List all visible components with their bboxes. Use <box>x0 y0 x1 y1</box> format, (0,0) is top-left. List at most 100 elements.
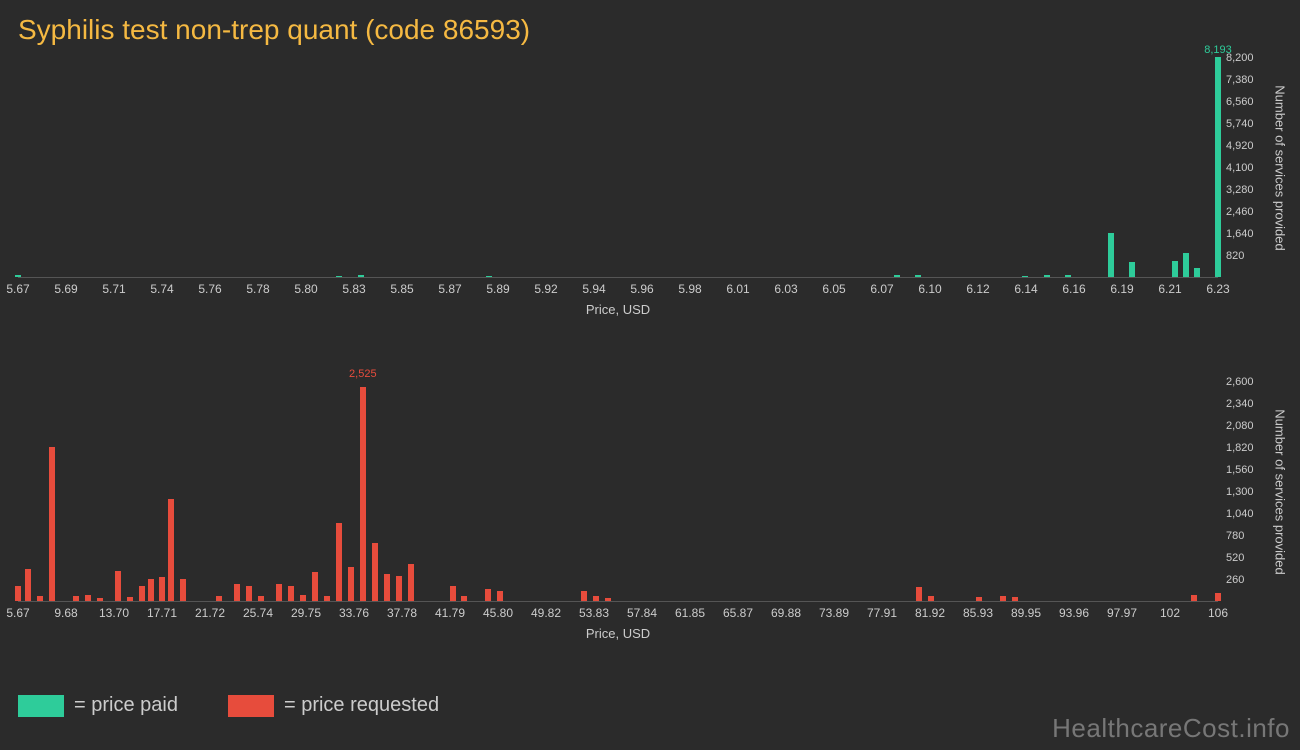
bar <box>37 596 43 601</box>
x-tick-label: 73.89 <box>819 606 849 620</box>
y-tick-label: 1,560 <box>1226 464 1254 476</box>
x-tick-label: 6.10 <box>918 282 941 296</box>
bar <box>372 543 378 601</box>
y-tick-label: 4,920 <box>1226 140 1254 152</box>
y-tick-label: 6,560 <box>1226 96 1254 108</box>
y-tick-label: 8,200 <box>1226 52 1254 64</box>
bar <box>127 597 133 601</box>
x-tick-label: 5.78 <box>246 282 269 296</box>
bar <box>1022 276 1028 277</box>
bar <box>180 579 186 601</box>
x-tick-label: 106 <box>1208 606 1228 620</box>
chart-requested-yaxis-title: Number of services provided <box>1273 409 1288 574</box>
x-tick-label: 29.75 <box>291 606 321 620</box>
x-tick-label: 85.93 <box>963 606 993 620</box>
x-tick-label: 69.88 <box>771 606 801 620</box>
x-tick-label: 45.80 <box>483 606 513 620</box>
bar <box>324 596 330 601</box>
x-tick-label: 6.16 <box>1062 282 1085 296</box>
legend: = price paid = price requested <box>18 694 439 717</box>
bar <box>288 586 294 601</box>
x-tick-label: 81.92 <box>915 606 945 620</box>
watermark: HealthcareCost.info <box>1052 713 1290 744</box>
bar <box>15 275 21 277</box>
x-tick-label: 102 <box>1160 606 1180 620</box>
y-tick-label: 520 <box>1226 552 1244 564</box>
x-tick-label: 33.76 <box>339 606 369 620</box>
bar <box>1183 253 1189 277</box>
chart-requested-xaxis-title: Price, USD <box>586 626 650 641</box>
bar <box>384 574 390 601</box>
chart-paid-yaxis-title: Number of services provided <box>1273 85 1288 250</box>
x-tick-label: 6.07 <box>870 282 893 296</box>
bar <box>73 596 79 601</box>
x-tick-label: 13.70 <box>99 606 129 620</box>
bar <box>139 586 145 601</box>
x-tick-label: 77.91 <box>867 606 897 620</box>
bar <box>461 596 467 601</box>
bar <box>976 597 982 601</box>
y-tick-label: 2,340 <box>1226 398 1254 410</box>
bar <box>1065 275 1071 277</box>
bar <box>358 275 364 277</box>
bar <box>300 595 306 601</box>
y-tick-label: 260 <box>1226 574 1244 586</box>
x-tick-label: 49.82 <box>531 606 561 620</box>
x-tick-label: 53.83 <box>579 606 609 620</box>
y-tick-label: 5,740 <box>1226 118 1254 130</box>
x-tick-label: 5.71 <box>102 282 125 296</box>
chart-requested: 2,525 5.679.6813.7017.7121.7225.7429.753… <box>18 382 1218 642</box>
x-tick-label: 41.79 <box>435 606 465 620</box>
chart-paid: 8,193 5.675.695.715.745.765.785.805.835.… <box>18 58 1218 318</box>
x-tick-label: 65.87 <box>723 606 753 620</box>
chart-requested-plot: 2,525 <box>18 382 1218 602</box>
bar <box>25 569 31 601</box>
bar <box>159 577 165 601</box>
y-tick-label: 1,040 <box>1226 508 1254 520</box>
y-tick-label: 780 <box>1226 530 1244 542</box>
x-tick-label: 6.19 <box>1110 282 1133 296</box>
x-tick-label: 6.05 <box>822 282 845 296</box>
x-tick-label: 5.67 <box>6 606 29 620</box>
bar <box>485 589 491 601</box>
y-tick-label: 820 <box>1226 250 1244 262</box>
x-tick-label: 6.03 <box>774 282 797 296</box>
x-tick-label: 5.76 <box>198 282 221 296</box>
x-tick-label: 5.80 <box>294 282 317 296</box>
y-tick-label: 7,380 <box>1226 74 1254 86</box>
y-tick-label: 1,300 <box>1226 486 1254 498</box>
bar <box>258 596 264 601</box>
x-tick-label: 89.95 <box>1011 606 1041 620</box>
bar <box>928 596 934 601</box>
bar <box>1108 233 1114 277</box>
bar <box>336 276 342 277</box>
swatch-requested <box>228 695 274 717</box>
bar <box>85 595 91 601</box>
bar <box>408 564 414 601</box>
chart-title: Syphilis test non-trep quant (code 86593… <box>0 0 1300 46</box>
bar <box>168 499 174 601</box>
x-tick-label: 93.96 <box>1059 606 1089 620</box>
legend-item-paid: = price paid <box>18 694 178 717</box>
bar <box>216 596 222 601</box>
legend-item-requested: = price requested <box>228 694 439 717</box>
x-tick-label: 21.72 <box>195 606 225 620</box>
y-tick-label: 2,460 <box>1226 206 1254 218</box>
bar <box>1044 275 1050 277</box>
bar <box>97 598 103 601</box>
x-tick-label: 6.12 <box>966 282 989 296</box>
x-tick-label: 5.89 <box>486 282 509 296</box>
bar <box>497 591 503 601</box>
x-tick-label: 6.14 <box>1014 282 1037 296</box>
bar <box>1172 261 1178 277</box>
x-tick-label: 5.74 <box>150 282 173 296</box>
bar <box>49 447 55 601</box>
bar <box>148 579 154 601</box>
bar <box>605 598 611 601</box>
bar <box>234 584 240 601</box>
chart-requested-xlabels: 5.679.6813.7017.7121.7225.7429.7533.7637… <box>18 606 1218 622</box>
x-tick-label: 5.87 <box>438 282 461 296</box>
bar <box>915 275 921 277</box>
bar <box>916 587 922 601</box>
legend-requested-label: = price requested <box>284 694 439 717</box>
